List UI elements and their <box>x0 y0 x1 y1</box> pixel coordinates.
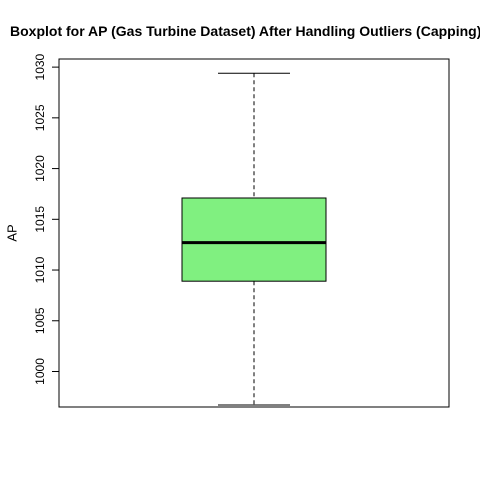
y-tick-label: 1000 <box>33 358 47 385</box>
y-tick-label: 1030 <box>33 53 47 80</box>
y-axis-label: AP <box>5 224 20 241</box>
interquartile-box <box>181 197 327 282</box>
y-tick-label: 1020 <box>33 155 47 182</box>
y-tick-label: 1025 <box>33 104 47 131</box>
y-tick-label: 1015 <box>33 206 47 233</box>
y-tick-label: 1005 <box>33 307 47 334</box>
boxplot <box>181 72 327 406</box>
chart-title: Boxplot for AP (Gas Turbine Dataset) Aft… <box>10 23 480 39</box>
y-tick-label: 1010 <box>33 256 47 283</box>
y-axis: 1000 1005 1010 1015 1020 1025 1030 <box>33 53 60 385</box>
